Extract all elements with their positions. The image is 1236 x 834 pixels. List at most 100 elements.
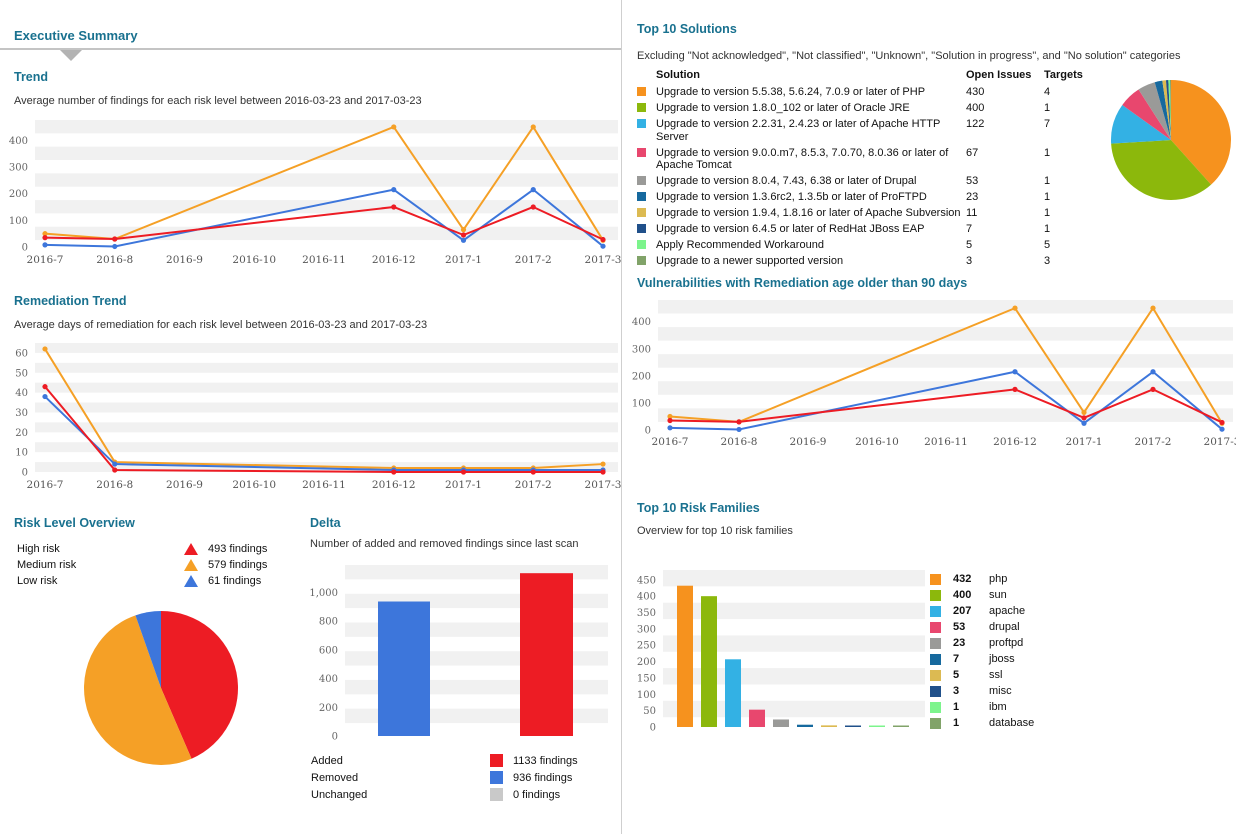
data-point xyxy=(112,243,118,250)
y-axis-tick: 0 xyxy=(22,243,28,254)
legend-label: Unchanged xyxy=(311,788,368,801)
series-line-medium-risk xyxy=(44,348,604,470)
solution-color-bullet xyxy=(637,176,646,185)
family-color-swatch xyxy=(930,621,941,633)
family-legend-item: 23 proftpd xyxy=(930,635,1130,651)
y-axis-tick: 300 xyxy=(9,162,28,173)
solutions-pie-chart xyxy=(1111,80,1231,200)
data-point xyxy=(736,419,742,425)
targets-value: 1 xyxy=(1044,207,1051,219)
targets-value: 5 xyxy=(1044,239,1051,251)
data-point xyxy=(667,417,673,424)
data-point xyxy=(530,124,536,130)
solution-label: Upgrade to version 1.3.6rc2, 1.3.5b or l… xyxy=(656,191,927,203)
open-issues-value: 7 xyxy=(966,223,973,235)
y-axis-tick: 200 xyxy=(319,703,338,714)
legend-value: 0 findings xyxy=(513,788,561,801)
legend-value: 493 findings xyxy=(208,543,268,555)
grid-stripe xyxy=(35,442,618,453)
x-axis-label: 2017-3 xyxy=(1204,436,1236,448)
family-color-swatch xyxy=(930,605,941,617)
legend-value: 579 findings xyxy=(208,559,268,571)
data-point xyxy=(460,237,467,243)
data-point xyxy=(1012,386,1018,392)
medium-risk-triangle-icon xyxy=(184,559,198,571)
data-point xyxy=(112,236,118,242)
solutions-table: Solution Open Issues Targets Upgrade to … xyxy=(637,69,1107,271)
targets-value: 1 xyxy=(1044,191,1051,203)
x-axis-label: 2016-10 xyxy=(855,436,899,448)
remediation-line-chart: 0 10 20 30 40 50 60 2016-7 2016-8 2016-9 2016-10 20… xyxy=(15,343,622,491)
data-point xyxy=(1081,409,1087,415)
x-axis-label: 2017-3 xyxy=(585,479,622,491)
x-axis-label: 2016-11 xyxy=(924,436,968,448)
family-legend-item: 1 ibm xyxy=(930,699,1130,715)
y-axis-tick: 400 xyxy=(9,136,28,147)
bar-sun xyxy=(701,596,717,727)
x-axis-label: 2016-9 xyxy=(166,479,203,491)
y-axis-tick: 300 xyxy=(632,344,651,355)
col-solution: Solution xyxy=(656,69,700,81)
pie-slice-php xyxy=(1171,80,1231,185)
col-targets: Targets xyxy=(1044,69,1083,81)
legend-item-medium-risk: Medium risk 579 findings xyxy=(17,557,297,573)
pie-slice-upgrade-to-a-newer-supported-version xyxy=(1169,80,1171,140)
grid-stripe xyxy=(663,570,925,587)
remediation-subtitle: Average days of remediation for each ris… xyxy=(14,319,428,331)
bar-php xyxy=(677,585,693,727)
grid-stripe xyxy=(35,343,618,353)
solution-color-bullet xyxy=(637,87,646,96)
y-axis-tick: 100 xyxy=(9,216,28,227)
y-axis-tick: 200 xyxy=(9,189,28,200)
grid-stripe xyxy=(658,354,1233,368)
legend-value: 1133 findings xyxy=(513,754,578,767)
family-name: database xyxy=(989,717,1035,729)
solution-label: Upgrade to version 8.0.4, 7.43, 6.38 or … xyxy=(656,175,917,187)
data-point xyxy=(391,469,397,475)
x-axis-label: 2016-10 xyxy=(232,479,276,491)
x-axis-label: 2016-12 xyxy=(993,436,1037,448)
data-point xyxy=(530,204,536,210)
solutions-title: Top 10 Solutions xyxy=(637,22,737,36)
solution-label: Upgrade to version 9.0.0.m7, 8.5.3, 7.0.… xyxy=(656,146,949,172)
data-point xyxy=(42,393,48,400)
bar-ibm xyxy=(869,725,885,727)
data-point xyxy=(391,124,397,130)
risk-families-bar-chart: 0 50 100 150 200 250 300 350 400 450 xyxy=(637,570,925,734)
pie-slice-apache-http-server xyxy=(1111,104,1171,144)
y-axis-tick: 60 xyxy=(15,348,28,359)
data-point xyxy=(460,227,467,233)
bar-proftpd xyxy=(773,719,789,727)
open-issues-value: 67 xyxy=(966,146,979,159)
data-point xyxy=(736,426,742,433)
data-point xyxy=(42,242,48,248)
grid-stripe xyxy=(658,381,1233,395)
x-axis-label: 2017-1 xyxy=(445,479,482,491)
grid-stripe xyxy=(35,120,618,134)
solution-label: Upgrade to version 6.4.5 or later of Red… xyxy=(656,223,925,235)
grid-stripe xyxy=(663,602,925,620)
series-line-high-risk xyxy=(44,386,603,473)
open-issues-value: 400 xyxy=(966,102,985,114)
x-axis-label: 2016-8 xyxy=(96,479,133,491)
trend-title: Trend xyxy=(14,70,49,84)
family-name: apache xyxy=(989,605,1026,617)
y-axis-tick: 200 xyxy=(637,657,656,668)
pie-slice-low-risk xyxy=(135,611,161,688)
delta-legend: Added 1133 findings Removed 936 findings… xyxy=(311,752,611,803)
open-issues-value: 23 xyxy=(966,191,979,203)
y-axis-tick: 150 xyxy=(637,673,656,684)
trend-subtitle: Average number of findings for each risk… xyxy=(14,95,422,107)
solution-row: Upgrade to version 6.4.5 or later of Red… xyxy=(637,223,1107,236)
solution-row: Upgrade to version 1.8.0_102 or later of… xyxy=(637,102,1107,115)
data-point xyxy=(460,469,467,475)
data-point xyxy=(667,425,673,431)
data-point xyxy=(42,231,48,237)
data-point xyxy=(391,204,397,210)
data-point xyxy=(600,243,606,249)
targets-value: 3 xyxy=(1044,255,1051,267)
y-axis-tick: 30 xyxy=(15,408,28,419)
family-name: sun xyxy=(989,589,1007,601)
family-color-swatch xyxy=(930,669,941,681)
delta-subtitle: Number of added and removed findings sin… xyxy=(310,538,579,550)
